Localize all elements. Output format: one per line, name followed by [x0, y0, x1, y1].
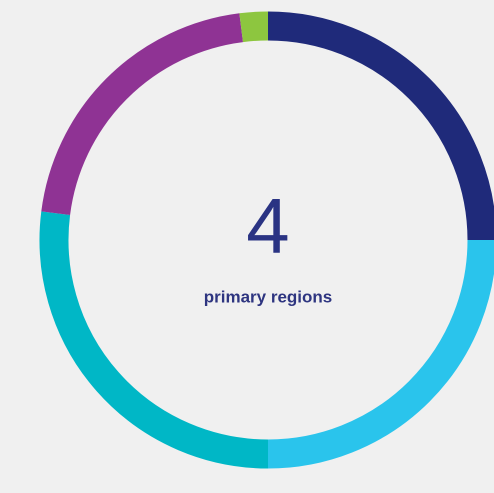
donut-segment — [41, 13, 244, 216]
center-label: primary regions — [204, 287, 333, 306]
donut-segment — [39, 211, 269, 469]
center-value: 4 — [246, 182, 289, 270]
donut-segment — [267, 239, 494, 469]
donut-segment — [239, 11, 269, 43]
donut-segment — [267, 11, 494, 241]
ring — [39, 11, 494, 469]
